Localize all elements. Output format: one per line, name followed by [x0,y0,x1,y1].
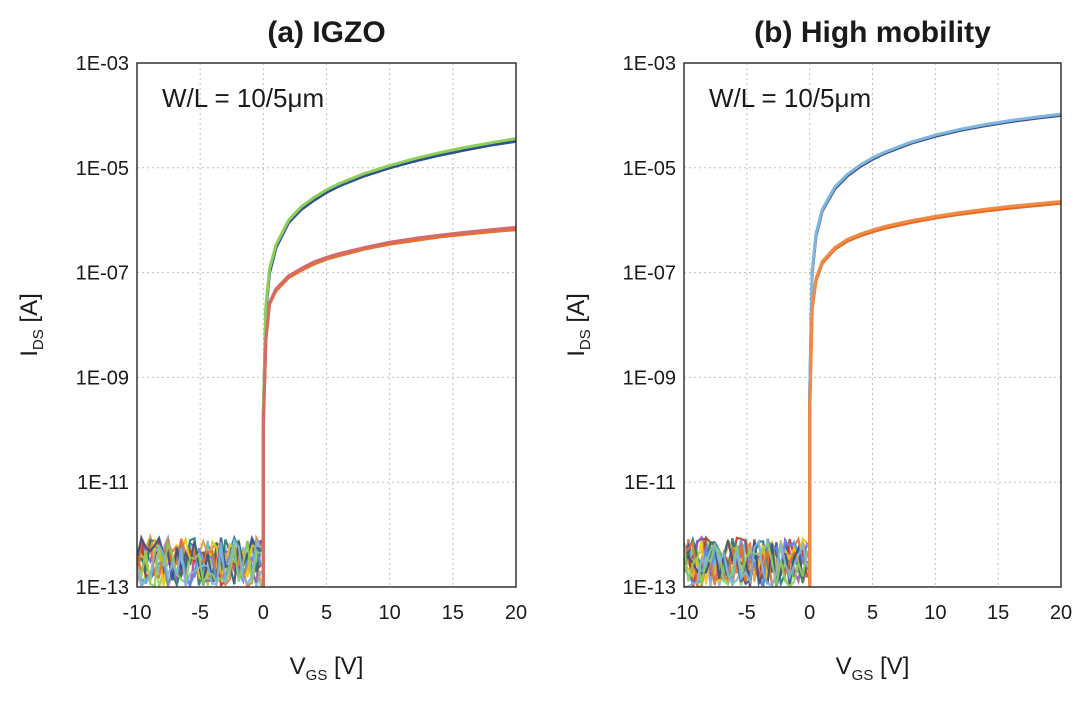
y-axis-label-unit: [A] [563,293,590,329]
wl-annotation: W/L = 10/5μm [709,83,871,113]
plot-frame [136,62,517,588]
x-axis-label-sub: GS [852,667,874,684]
y-axis-label: IDS [A] [563,293,594,357]
y-tick-label: 1E-03 [623,53,676,75]
x-axis-label-unit: [V] [327,653,363,680]
series-group [261,137,516,587]
plot-frame [683,62,1062,588]
y-tick-label: 1E-07 [623,263,676,285]
x-axis-label-main: V [290,653,306,680]
x-tick-label: 10 [924,602,946,624]
off-state-noise [684,535,809,587]
x-tick-label: 0 [804,602,815,624]
y-axis-label-unit: [A] [16,293,43,329]
noise-trace [684,540,809,587]
y-tick-label: 1E-13 [76,577,129,599]
y-tick-label: 1E-03 [76,53,129,75]
x-tick-label: 5 [321,602,332,624]
x-tick-label: 20 [505,602,527,624]
x-tick-label: 15 [987,602,1009,624]
y-tick-label: 1E-11 [77,472,129,494]
x-tick-label: -5 [191,602,209,624]
gridlines [137,63,516,587]
noise-trace [684,537,809,587]
chart-panel-b: (b) High mobility 1E-03 1E-05 1E-07 1E-09 1E-… [563,16,1072,684]
noise-trace [137,540,262,587]
y-tick-label: 1E-07 [76,263,129,285]
x-tick-label: 15 [442,602,464,624]
noise-trace [684,538,809,587]
series-line-3 [261,225,516,587]
x-tick-label: -5 [738,602,756,624]
series-line-1 [261,137,516,587]
x-axis-label-main: V [836,653,852,680]
chart-panel-a: (a) IGZO 1E-03 1E-05 1E-07 1E-09 1E-11 1E-13 -1… [16,16,527,684]
gridlines [684,63,1061,587]
chart-title: (b) High mobility [754,16,991,49]
y-axis-label-sub: DS [30,329,47,350]
x-tick-label: 0 [258,602,269,624]
y-tick-label: 1E-13 [623,577,676,599]
x-axis-label: VGS [V] [836,653,910,684]
chart-title: (a) IGZO [267,16,385,49]
x-tick-label: 10 [379,602,401,624]
x-axis-label-sub: GS [306,667,328,684]
series-line-3 [808,200,1061,587]
y-tick-label: 1E-09 [76,367,129,389]
y-tick-label: 1E-05 [76,158,129,180]
x-axis-label-unit: [V] [873,653,909,680]
y-tick-label: 1E-05 [623,158,676,180]
y-axis-label-sub: DS [577,329,594,350]
series-line-0 [808,113,1061,587]
x-tick-label: 20 [1050,602,1072,624]
wl-annotation: W/L = 10/5μm [162,83,324,113]
y-axis-label-main: I [16,350,43,357]
y-tick-label: 1E-11 [624,472,676,494]
x-tick-label: -10 [670,602,699,624]
noise-trace [137,537,262,587]
x-tick-label: 5 [867,602,878,624]
y-axis-label: IDS [A] [16,293,47,357]
x-axis-label: VGS [V] [290,653,364,684]
series-line-1 [808,112,1061,587]
x-tick-label: -10 [123,602,152,624]
y-axis-label-main: I [563,350,590,357]
y-tick-label: 1E-09 [623,367,676,389]
off-state-noise [137,533,262,587]
noise-trace [137,534,261,586]
series-group [808,112,1061,587]
